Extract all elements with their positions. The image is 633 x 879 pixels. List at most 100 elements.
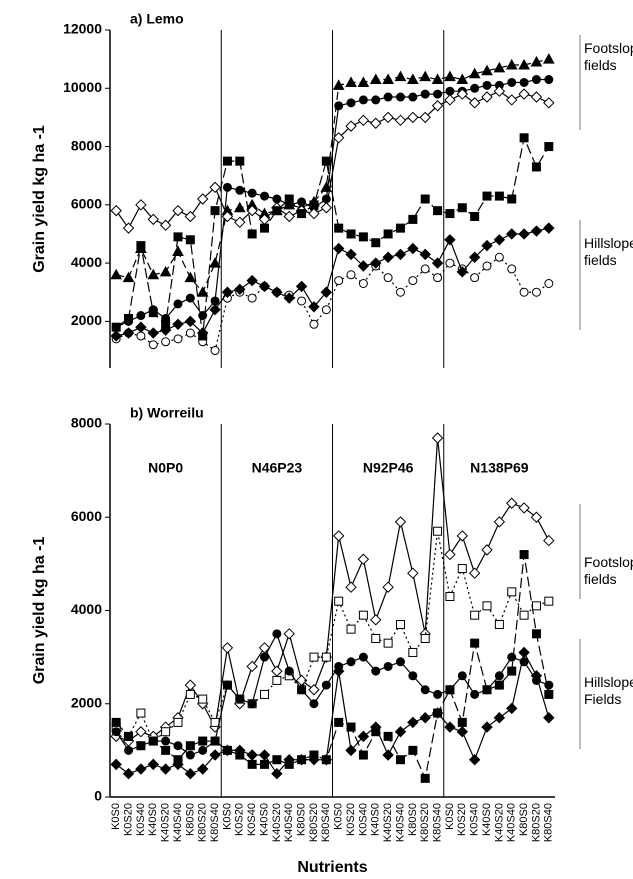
marker [531, 629, 541, 639]
marker [122, 222, 135, 234]
marker [506, 497, 518, 509]
marker [246, 660, 258, 673]
marker [235, 185, 245, 195]
marker [507, 666, 517, 676]
marker [383, 229, 393, 239]
marker [482, 191, 492, 201]
marker [433, 689, 443, 699]
marker [371, 95, 381, 105]
marker [444, 721, 456, 733]
marker [147, 213, 159, 226]
marker [222, 156, 232, 166]
marker [481, 544, 493, 556]
marker [122, 767, 135, 780]
marker [406, 73, 419, 85]
marker [468, 753, 481, 766]
marker [456, 73, 469, 85]
marker [445, 685, 455, 695]
marker [161, 736, 171, 746]
marker [345, 248, 357, 261]
marker [332, 242, 345, 255]
marker [419, 712, 431, 724]
section-label: N138P69 [470, 460, 529, 476]
x-tick-label: K80S0 [296, 803, 308, 836]
marker [494, 619, 504, 629]
marker [408, 671, 418, 681]
marker [209, 257, 221, 268]
marker [530, 91, 543, 103]
marker [420, 89, 430, 99]
marker [173, 232, 183, 242]
y-tick-label: 4000 [71, 254, 102, 270]
marker [173, 741, 183, 751]
marker [505, 58, 518, 70]
marker [370, 721, 382, 733]
x-tick-label: K80S0 [518, 803, 530, 836]
x-tick-label: K0S0 [110, 803, 122, 830]
marker [494, 671, 504, 681]
marker [334, 717, 344, 727]
marker [110, 758, 122, 771]
marker [470, 273, 480, 283]
marker [408, 276, 418, 286]
marker [332, 132, 345, 144]
marker [543, 712, 555, 724]
x-tick-label: K80S40 [320, 803, 332, 842]
marker [519, 550, 529, 560]
marker [185, 689, 195, 699]
marker [122, 327, 135, 339]
marker [111, 727, 121, 737]
marker [445, 209, 455, 219]
marker [283, 292, 295, 304]
series-line [115, 256, 550, 352]
marker [124, 731, 134, 741]
marker [172, 245, 184, 256]
marker [260, 223, 270, 233]
marker [309, 200, 319, 210]
y-tick-label: 6000 [71, 508, 102, 524]
marker [260, 689, 270, 699]
marker [444, 70, 456, 82]
marker [518, 646, 530, 659]
marker [272, 194, 282, 204]
marker [271, 665, 283, 677]
marker [297, 685, 307, 695]
marker [272, 675, 282, 685]
marker [433, 526, 443, 536]
marker [494, 252, 504, 262]
marker [394, 726, 407, 738]
marker [531, 601, 541, 611]
x-tick-label: K40S40 [283, 803, 295, 842]
marker [543, 97, 555, 109]
marker [221, 642, 234, 654]
marker [470, 83, 480, 93]
marker [320, 202, 333, 214]
marker [124, 313, 134, 323]
marker [260, 191, 270, 201]
marker [482, 80, 492, 90]
marker [124, 745, 134, 755]
y-tick-label: 8000 [71, 137, 102, 153]
marker [148, 736, 158, 746]
marker [358, 279, 368, 288]
marker [198, 694, 208, 704]
marker [135, 726, 147, 738]
marker [184, 210, 197, 223]
marker [531, 162, 541, 172]
marker [320, 286, 333, 298]
marker [346, 229, 356, 239]
marker [530, 225, 543, 237]
marker [395, 657, 405, 667]
marker [382, 749, 394, 761]
marker [507, 77, 517, 87]
marker [209, 304, 221, 316]
x-tick-label: K40S40 [506, 803, 518, 842]
marker [507, 194, 517, 204]
marker [431, 432, 444, 444]
marker [184, 271, 197, 283]
marker [542, 53, 555, 64]
marker [210, 346, 220, 356]
x-tick-label: K0S20 [456, 803, 468, 836]
panel-title: a) Lemo [130, 11, 184, 27]
